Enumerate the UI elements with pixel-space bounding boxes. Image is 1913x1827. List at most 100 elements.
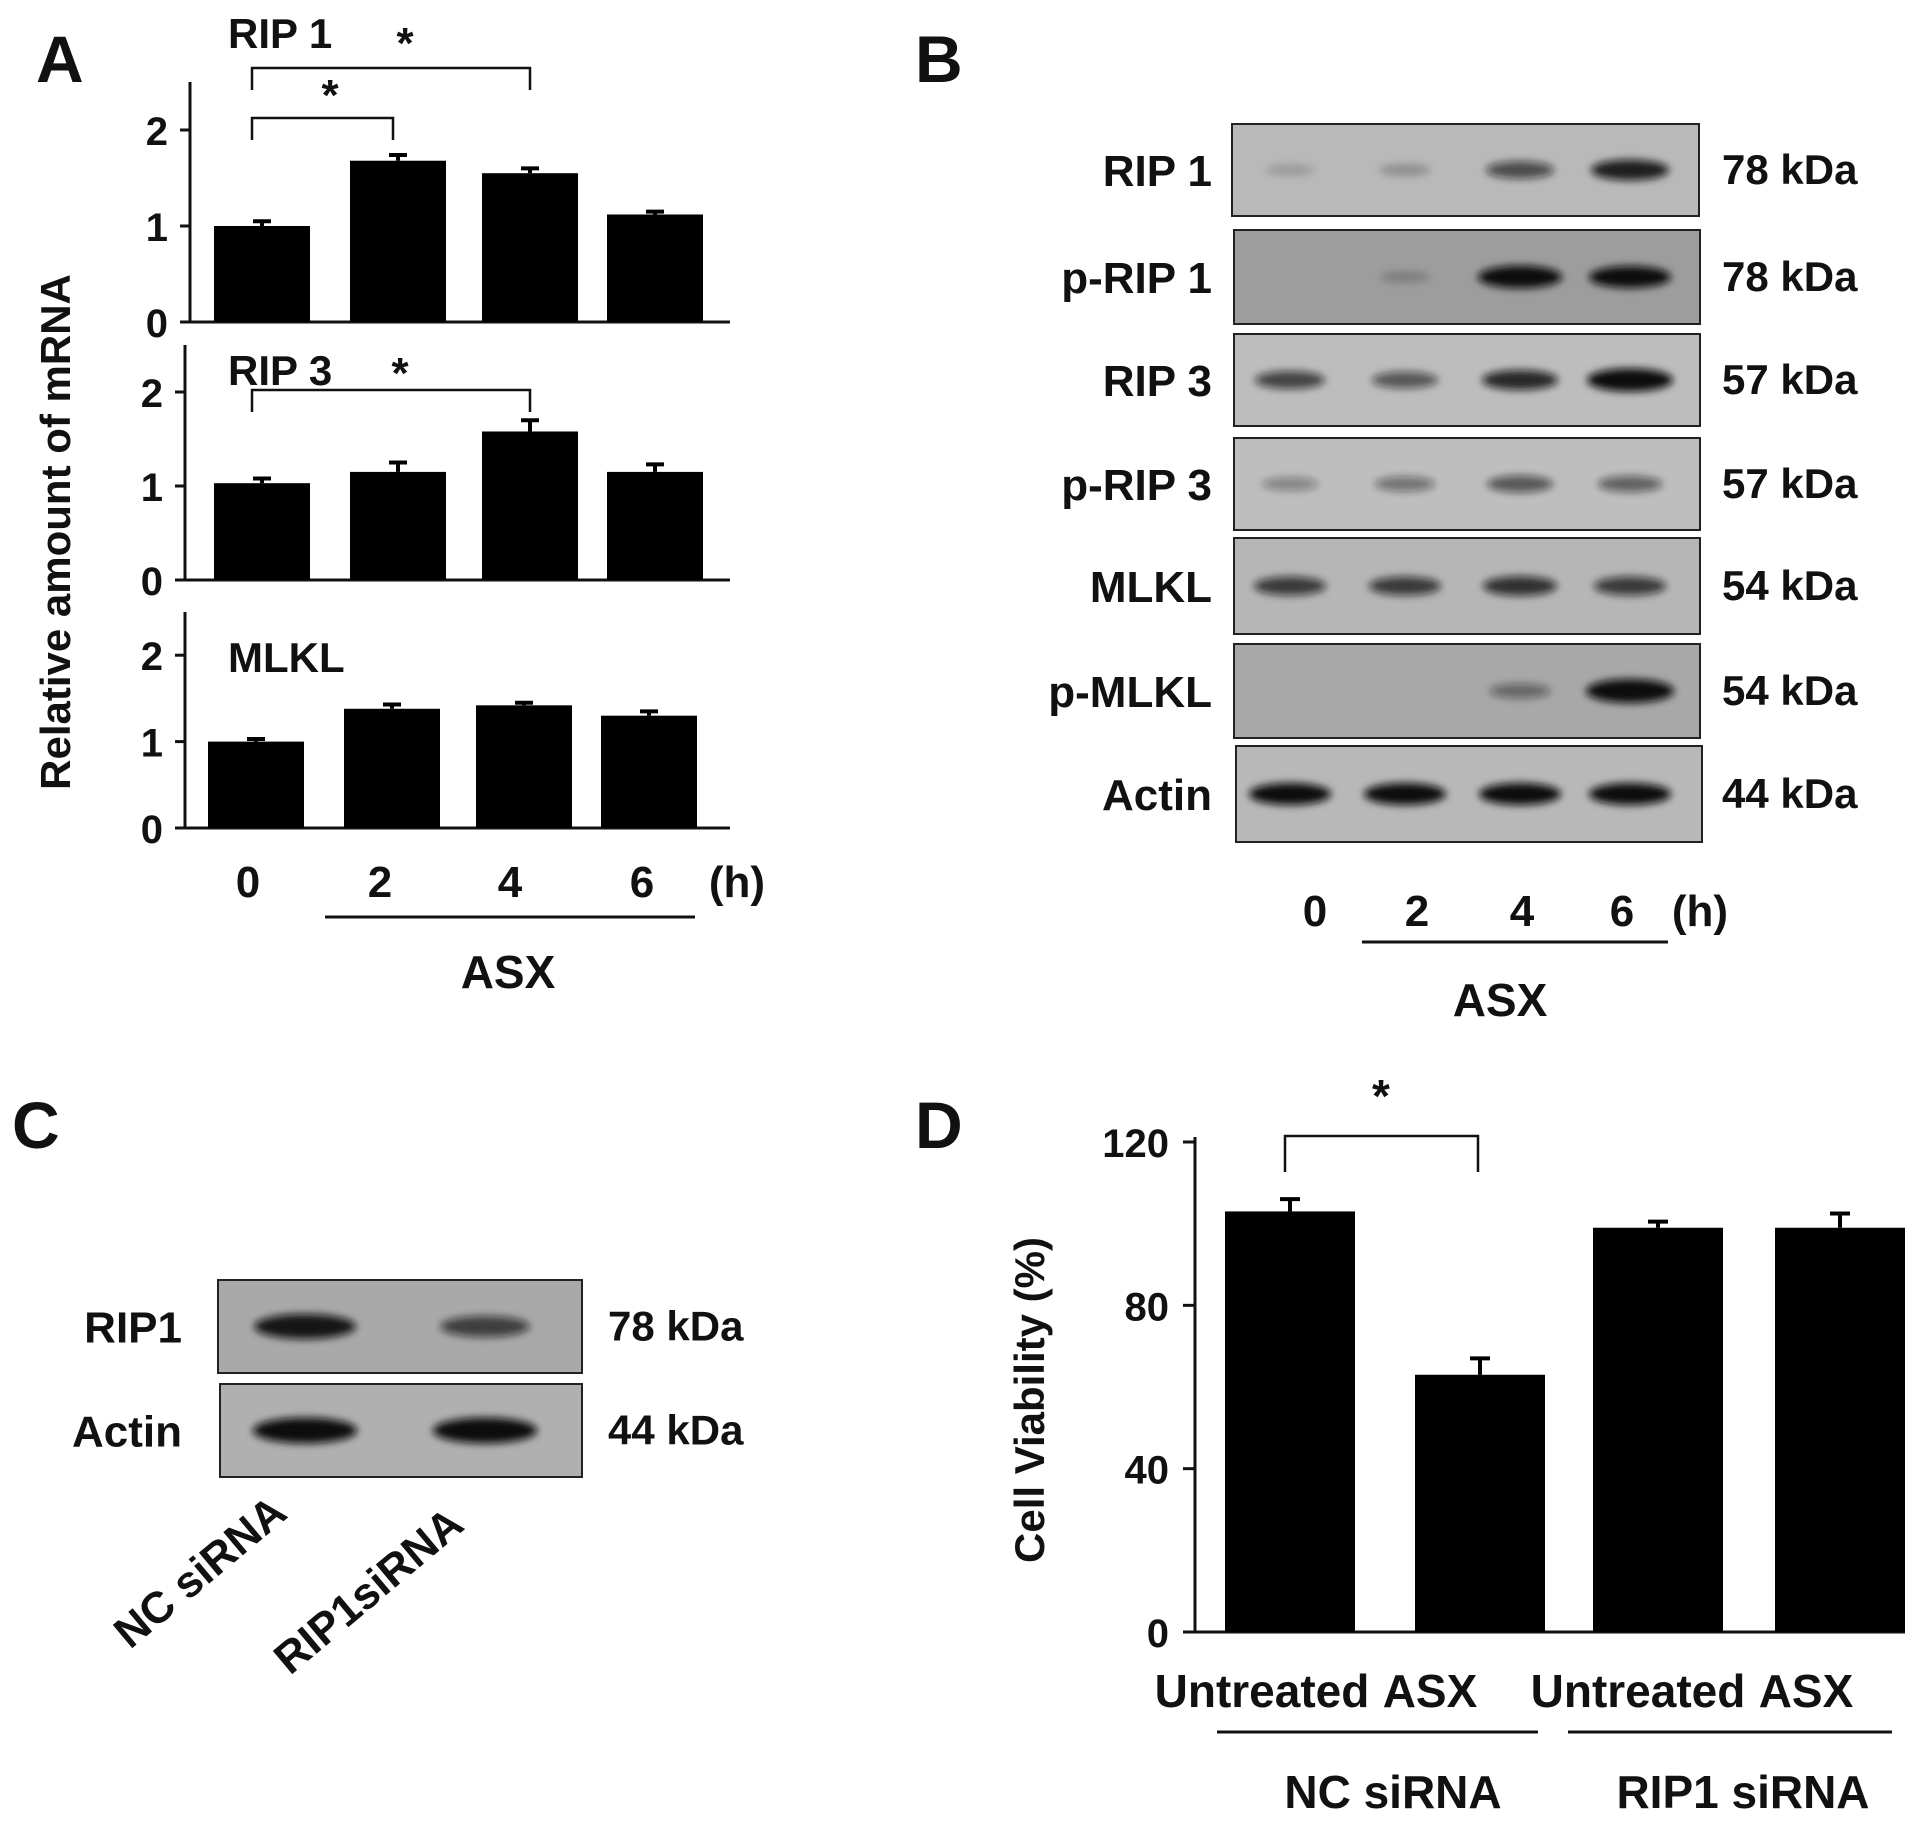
panel-c-lane-label: NC siRNA (105, 1487, 296, 1658)
panel-b-group-label: ASX (1453, 974, 1548, 1026)
panel-letter-d: D (915, 1088, 963, 1162)
panel-b-protein-label: RIP 3 (1103, 357, 1212, 406)
panel-b-lane-label: 0 (1303, 887, 1327, 936)
panel-a-bar (476, 705, 572, 828)
panel-a-x-tick-label: 2 (368, 858, 392, 907)
panel-c-protein-label: Actin (72, 1408, 182, 1457)
panel-a-significance-star: * (321, 71, 339, 120)
panel-a-bar (214, 483, 310, 580)
panel-b-band (1586, 679, 1674, 703)
panel-c-lane-label: RIP1siRNA (265, 1498, 473, 1683)
panel-a-significance-bracket (250, 66, 532, 90)
panel-b-band (1486, 475, 1554, 493)
panel-b-band (1253, 576, 1327, 596)
panel-a-y-tick-label: 1 (146, 206, 168, 250)
panel-b-protein-label: p-RIP 1 (1061, 254, 1212, 303)
panel-d-significance-bracket (1283, 1134, 1480, 1172)
panel-a-y-tick-label: 2 (141, 372, 163, 416)
panel-b-band (1477, 265, 1563, 289)
panel-d-x-tick-label: ASX (1759, 1665, 1854, 1717)
panel-a-bar (607, 471, 703, 580)
panel-b-protein-label: MLKL (1090, 563, 1212, 612)
panel-c-band (432, 1417, 538, 1444)
panel-d-y-tick-label: 40 (1125, 1449, 1170, 1493)
panel-b-band (1482, 576, 1558, 596)
panel-a-y-tick-label: 1 (141, 466, 163, 510)
panel-b-band (1489, 683, 1551, 699)
panel-a-subplot-label: MLKL (228, 634, 345, 681)
panel-a-significance-bracket (250, 116, 395, 140)
panel-a-bar (344, 708, 440, 828)
panel-d-x-tick-label: ASX (1383, 1665, 1478, 1717)
panel-b-size-label: 57 kDa (1722, 356, 1858, 403)
panel-d-y-tick-label: 0 (1147, 1612, 1169, 1656)
panel-b-band (1379, 164, 1431, 176)
panel-b-band (1363, 782, 1447, 806)
panel-a-bar (607, 214, 703, 322)
panel-b-lane-label: 4 (1510, 887, 1535, 936)
panel-a-y-tick-label: 0 (141, 808, 163, 852)
panel-a-bar (214, 226, 310, 322)
panel-d-bar (1415, 1374, 1545, 1632)
panel-b-lane-label: 2 (1405, 887, 1429, 936)
panel-b-band (1481, 369, 1559, 391)
panel-c-band (254, 1314, 356, 1339)
panel-d-y-tick-label: 120 (1102, 1122, 1169, 1166)
panel-a-bar (482, 173, 578, 322)
panel-b-band (1485, 161, 1555, 179)
panel-b-band (1586, 368, 1674, 392)
panel-b-band (1588, 265, 1672, 289)
panel-b-band (1379, 271, 1431, 283)
panel-a-x-tick-label: 0 (236, 858, 260, 907)
panel-a-bar (601, 715, 697, 828)
panel-d-x-tick-label: Untreated (1531, 1665, 1746, 1717)
panel-d-x-tick-label: Untreated (1155, 1665, 1370, 1717)
panel-b-row: p-RIP 3 57 kDa (1061, 437, 1858, 531)
panel-a-y-tick-label: 2 (146, 110, 168, 154)
panel-c-band (440, 1315, 530, 1338)
panel-b-size-label: 78 kDa (1722, 146, 1858, 193)
panel-a-y-axis-label: Relative amount of mRNA (32, 274, 79, 790)
panel-b-row: p-RIP 1 78 kDa (1061, 229, 1858, 325)
panel-a-bar (482, 431, 578, 580)
panel-b-band (1371, 371, 1439, 389)
panel-c-row: Actin 44 kDa (72, 1383, 744, 1478)
panel-a-subplot-rip1: 0 1 2 RIP 1 * * (146, 10, 730, 346)
panel-a-x-tick-label: 4 (498, 858, 523, 907)
panel-a-x-unit: (h) (709, 858, 765, 907)
panel-b-size-label: 78 kDa (1722, 253, 1858, 300)
panel-a-group-label: ASX (461, 946, 556, 998)
panel-b-row: Actin 44 kDa (1102, 745, 1858, 843)
panel-b-band (1590, 159, 1670, 181)
panel-b-size-label: 54 kDa (1722, 562, 1858, 609)
panel-d-group-label: RIP1 siRNA (1616, 1766, 1869, 1818)
panel-a-bar (350, 471, 446, 580)
panel-b-protein-label: Actin (1102, 771, 1212, 820)
panel-a-significance-star: * (396, 19, 414, 68)
panel-a-y-tick-label: 2 (141, 635, 163, 679)
panel-b-band (1588, 782, 1672, 806)
panel-c-row: RIP1 78 kDa (84, 1279, 744, 1374)
panel-d-y-tick-label: 80 (1125, 1285, 1170, 1329)
panel-d-bar (1593, 1227, 1723, 1632)
panel-a-subplot-rip3: 0 1 2 RIP 3 * (141, 345, 730, 604)
panel-c-size-label: 78 kDa (608, 1303, 744, 1350)
panel-a-y-tick-label: 1 (141, 722, 163, 766)
panel-b-size-label: 54 kDa (1722, 667, 1858, 714)
panel-a-chart: Relative amount of mRNA 0 1 2 RIP 1 * * 0 1 2 RIP… (32, 10, 765, 998)
panel-b-lane-unit: (h) (1672, 887, 1728, 936)
panel-b-row: MLKL 54 kDa (1090, 537, 1858, 635)
panel-a-y-tick-label: 0 (146, 302, 168, 346)
panel-b-band (1254, 370, 1326, 390)
panel-b-band (1248, 782, 1332, 806)
panel-b-band (1478, 782, 1562, 806)
panel-letter-a: A (36, 22, 84, 96)
panel-c-size-label: 44 kDa (608, 1407, 744, 1454)
panel-c-protein-label: RIP1 (84, 1304, 182, 1353)
panel-a-subplot-label: RIP 1 (228, 10, 332, 57)
panel-d-bar (1775, 1227, 1905, 1632)
